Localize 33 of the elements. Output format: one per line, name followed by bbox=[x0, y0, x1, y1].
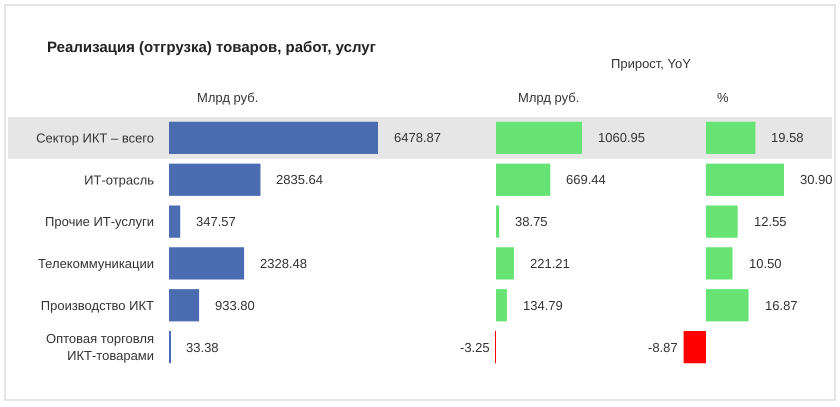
bar bbox=[706, 164, 784, 196]
data-label: -8.87 bbox=[648, 340, 678, 355]
bar bbox=[706, 122, 756, 154]
data-label: 347.57 bbox=[196, 214, 236, 229]
y-tick-label: Сектор ИКТ – всего bbox=[36, 130, 154, 146]
bar bbox=[706, 205, 738, 238]
data-label: 2835.64 bbox=[276, 172, 323, 187]
data-label: 10.50 bbox=[749, 256, 782, 271]
y-tick-label: ИТ-отрасль bbox=[84, 172, 154, 188]
chart-title: Прирост, YoY bbox=[611, 56, 692, 71]
chart-title: Реализация (отгрузка) товаров, работ, услуг bbox=[47, 39, 376, 56]
bar bbox=[169, 164, 260, 196]
x-axis-title: Млрд руб. bbox=[197, 90, 258, 105]
y-tick-label: Производство ИКТ bbox=[40, 298, 154, 313]
bar bbox=[169, 247, 244, 280]
bar bbox=[706, 289, 749, 322]
bar bbox=[169, 122, 378, 154]
bar bbox=[169, 289, 200, 322]
data-label: 2328.48 bbox=[260, 256, 307, 271]
data-label: 933.80 bbox=[215, 298, 255, 313]
data-label: 30.90 bbox=[800, 172, 833, 187]
y-tick-label: Прочие ИТ-услуги bbox=[45, 214, 154, 230]
bar bbox=[706, 247, 732, 280]
y-tick-label: Телекоммуникации bbox=[38, 256, 154, 271]
y-tick-label: Оптовая торговля ИКТ-товарами bbox=[46, 331, 154, 364]
x-axis-title: % bbox=[717, 90, 729, 105]
bar bbox=[169, 205, 180, 238]
bar bbox=[684, 330, 706, 364]
data-label: 33.38 bbox=[186, 340, 219, 355]
data-label: 16.87 bbox=[765, 298, 798, 313]
data-label: 6478.87 bbox=[394, 130, 441, 145]
data-label: 12.55 bbox=[754, 214, 787, 229]
data-label: 19.58 bbox=[771, 130, 804, 145]
